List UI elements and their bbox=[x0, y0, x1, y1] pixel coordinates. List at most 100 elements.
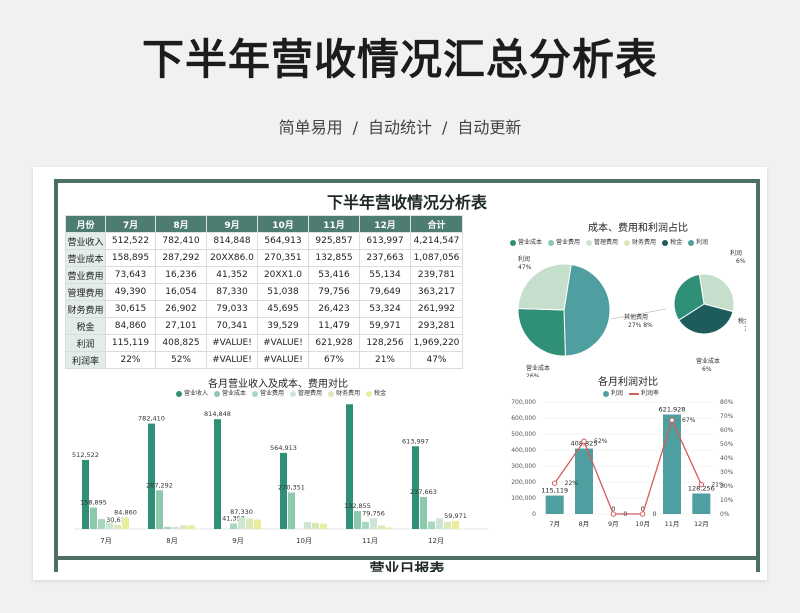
table-cell: 30,615 bbox=[105, 300, 156, 318]
subtitle-separator: / bbox=[352, 118, 358, 137]
table-cell: 59,971 bbox=[359, 317, 411, 335]
y-tick-label: 300,000 bbox=[511, 463, 536, 470]
bar bbox=[98, 519, 105, 529]
bar-value-label: 132,855 bbox=[344, 502, 371, 510]
x-tick-label: 9月 bbox=[232, 537, 243, 545]
pie-slice-value: 27% 8% bbox=[628, 322, 653, 329]
table-cell: 20XX1.0 bbox=[257, 266, 309, 284]
y-tick-label: 700,000 bbox=[511, 399, 536, 406]
bar bbox=[288, 492, 295, 529]
pie-slice bbox=[517, 308, 566, 357]
profit-value-label: 115,119 bbox=[541, 487, 568, 495]
table-cell: #VALUE! bbox=[206, 351, 258, 369]
table-cell: 1,087,056 bbox=[410, 249, 463, 267]
legend-label: 利润率 bbox=[641, 390, 660, 397]
legend-swatch bbox=[214, 390, 221, 397]
legend-item: 税金 bbox=[662, 237, 682, 246]
table-cell: 26,423 bbox=[308, 300, 360, 318]
table-cell: 79,033 bbox=[206, 300, 258, 318]
table-row: 营业成本 158,895 287,292 20XX86.0 270,351 132,855… bbox=[65, 249, 463, 267]
legend-swatch bbox=[366, 390, 373, 397]
bar bbox=[370, 518, 377, 529]
summary-table: 月份 7月 8月 9月 10月 11月 12月 合计 营业收入 512,522 782,410 81… bbox=[65, 215, 463, 369]
legend-item: 利润 bbox=[603, 388, 623, 397]
profit-rate-point bbox=[698, 481, 705, 488]
pie-slice-label: 利润 bbox=[518, 255, 530, 263]
profit-rate-point bbox=[581, 438, 587, 444]
table-header-row: 月份 7月 8月 9月 10月 11月 12月 合计 bbox=[65, 215, 463, 233]
bar bbox=[254, 519, 261, 529]
table-cell: 16,236 bbox=[155, 266, 207, 284]
bar bbox=[164, 526, 171, 529]
row-label-cell: 财务费用 bbox=[65, 300, 106, 318]
table-cell: 239,781 bbox=[410, 266, 463, 284]
x-tick-label: 11月 bbox=[362, 537, 378, 545]
table-cell: 84,860 bbox=[105, 317, 156, 335]
table-cell: #VALUE! bbox=[206, 334, 258, 352]
table-cell: 621,928 bbox=[308, 334, 360, 352]
bar bbox=[420, 496, 427, 529]
x-tick-label: 12月 bbox=[428, 537, 444, 545]
legend-label: 管理费用 bbox=[298, 390, 323, 397]
next-sheet-strip: 营业日报表 bbox=[58, 556, 756, 572]
table-cell: 16,054 bbox=[155, 283, 207, 301]
bar bbox=[312, 522, 319, 529]
table-cell: 52% bbox=[155, 351, 207, 369]
bar-chart-title: 各月营业收入及成本、费用对比 bbox=[208, 379, 348, 390]
row-label-cell: 管理费用 bbox=[65, 283, 106, 301]
table-cell: 512,522 bbox=[105, 232, 156, 250]
legend-label: 税金 bbox=[670, 239, 683, 246]
legend-swatch bbox=[586, 239, 593, 246]
table-cell: 261,992 bbox=[410, 300, 463, 318]
table-cell: 408,825 bbox=[155, 334, 207, 352]
legend-item: 利润 bbox=[688, 237, 708, 246]
bar bbox=[156, 490, 163, 529]
legend-item: 管理费用 bbox=[586, 237, 618, 246]
subtitle-auto-stat: 自动统计 bbox=[367, 118, 432, 137]
y2-tick-label: 20% bbox=[720, 483, 734, 490]
table-cell: 45,695 bbox=[257, 300, 309, 318]
profit-rate-point bbox=[551, 480, 558, 486]
table-cell: 287,292 bbox=[155, 249, 207, 267]
table-cell: 1,969,220 bbox=[410, 334, 463, 352]
bar bbox=[304, 522, 311, 529]
x-tick-label: 8月 bbox=[579, 520, 590, 528]
table-cell: 237,663 bbox=[359, 249, 411, 267]
table-cell: 79,649 bbox=[359, 283, 411, 301]
x-tick-label: 11月 bbox=[665, 520, 680, 528]
table-cell: 270,351 bbox=[257, 249, 309, 267]
bar bbox=[188, 525, 195, 529]
bar bbox=[452, 520, 459, 529]
bar-value-label: 84,860 bbox=[114, 509, 137, 517]
table-row: 营业费用 73,643 16,236 41,352 20XX1.0 53,416 55,13… bbox=[65, 266, 463, 284]
legend-swatch bbox=[328, 390, 335, 397]
profit-bar bbox=[545, 495, 564, 514]
legend-item: 财务费用 bbox=[328, 388, 360, 397]
legend-item: 管理费用 bbox=[290, 388, 322, 397]
pie-slice-label: 营业成本 bbox=[526, 364, 550, 372]
legend-swatch bbox=[290, 390, 297, 397]
table-cell: #VALUE! bbox=[257, 351, 309, 369]
profit-rate-point bbox=[639, 511, 646, 517]
bar bbox=[122, 517, 129, 529]
y-tick-label: 400,000 bbox=[511, 447, 536, 454]
table-cell: 53,416 bbox=[308, 266, 360, 284]
bar bbox=[180, 525, 187, 529]
legend-swatch bbox=[688, 239, 695, 246]
table-cell: 363,217 bbox=[410, 283, 463, 301]
table-cell: 158,895 bbox=[105, 249, 156, 267]
bar-value-label: 512,522 bbox=[72, 451, 99, 459]
table-cell: 11,479 bbox=[308, 317, 360, 335]
legend-swatch bbox=[510, 239, 516, 246]
bar bbox=[378, 525, 385, 529]
profit-bar bbox=[692, 493, 711, 514]
bar-value-label: 59,971 bbox=[444, 512, 467, 520]
table-row: 财务费用 30,615 26,902 79,033 45,695 26,423 53,324… bbox=[65, 300, 463, 318]
profit-rate-label: 52% bbox=[594, 438, 608, 445]
bar-value-label: 41,352 bbox=[222, 514, 245, 522]
profit-chart-title: 各月利润对比 bbox=[598, 377, 658, 388]
legend-label: 营业收入 bbox=[184, 390, 209, 397]
x-tick-label: 7月 bbox=[100, 537, 111, 545]
table-row: 利润率 22% 52% #VALUE! #VALUE! 67% 21% 47% bbox=[65, 351, 463, 369]
